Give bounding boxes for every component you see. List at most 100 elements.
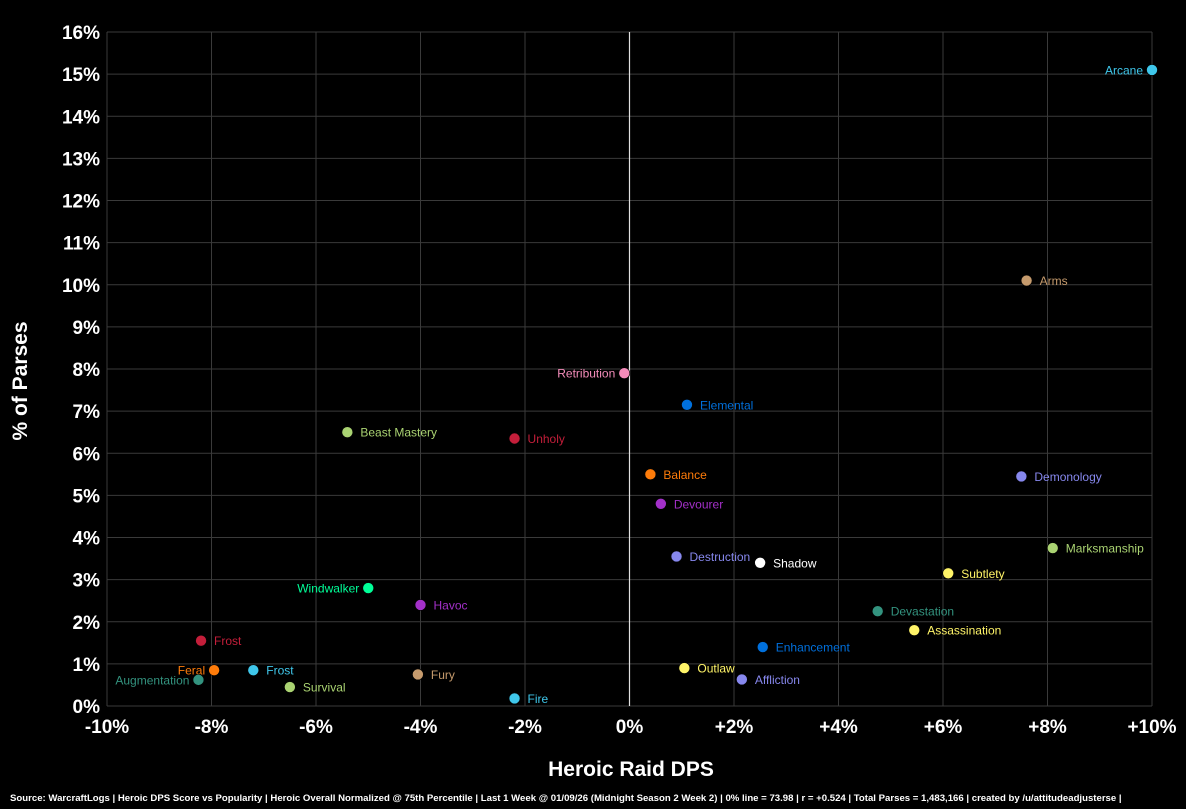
data-point-label: Affliction bbox=[755, 673, 800, 687]
data-point-group: Fire bbox=[508, 692, 549, 706]
x-axis-title: Heroic Raid DPS bbox=[548, 758, 714, 781]
y-tick-label: 5% bbox=[73, 486, 101, 507]
data-point bbox=[756, 641, 769, 653]
data-point bbox=[681, 399, 693, 411]
data-point-group: Assassination bbox=[908, 624, 1001, 638]
y-tick-label: 11% bbox=[63, 234, 100, 255]
data-point-group: Arcane bbox=[1105, 63, 1158, 77]
data-point-label: Arcane bbox=[1105, 63, 1143, 77]
x-tick-label: +4% bbox=[819, 717, 858, 738]
x-tick-label: -6% bbox=[299, 717, 333, 738]
data-point bbox=[678, 662, 691, 674]
data-point-label: Windwalker bbox=[297, 582, 359, 596]
data-point bbox=[644, 468, 657, 481]
data-point-group: Frost bbox=[195, 634, 242, 648]
data-point bbox=[736, 673, 748, 686]
data-point bbox=[412, 668, 424, 681]
data-point-group: Frost bbox=[247, 664, 294, 678]
data-point-group: Beast Mastery bbox=[341, 426, 437, 440]
x-tick-label: +10% bbox=[1127, 717, 1176, 738]
x-tick-label: +8% bbox=[1028, 717, 1067, 738]
data-point-label: Destruction bbox=[690, 550, 751, 564]
data-point bbox=[341, 426, 354, 438]
y-tick-label: 6% bbox=[73, 444, 101, 465]
data-point bbox=[284, 681, 296, 693]
data-point bbox=[1015, 470, 1028, 483]
data-point-label: Havoc bbox=[434, 598, 468, 612]
data-point bbox=[508, 432, 521, 445]
data-point bbox=[208, 664, 220, 676]
data-point bbox=[192, 674, 205, 686]
data-point-label: Fury bbox=[431, 668, 455, 682]
data-point-group: Devourer bbox=[655, 497, 723, 511]
data-point-group: Retribution bbox=[557, 367, 631, 381]
x-tick-label: +2% bbox=[715, 717, 754, 738]
x-tick-label: -4% bbox=[404, 717, 438, 738]
data-point-group: Subtlety bbox=[942, 567, 1005, 581]
x-tick-label: +6% bbox=[924, 717, 963, 738]
data-point-label: Balance bbox=[663, 468, 707, 482]
data-point bbox=[247, 664, 260, 676]
data-point-label: Survival bbox=[303, 681, 346, 695]
y-axis-ticks: 0% 1% 2% 3% 4% 5% 6% 7% 8% 9% 10% 11% 12% 13% 14% 15% 16… bbox=[62, 23, 100, 718]
y-tick-label: 15% bbox=[62, 65, 100, 86]
data-point-label: Frost bbox=[266, 664, 294, 678]
y-tick-label: 14% bbox=[62, 107, 100, 128]
data-point bbox=[754, 556, 766, 569]
data-point-group: Enhancement bbox=[756, 641, 851, 655]
data-point-label: Devastation bbox=[891, 605, 954, 619]
data-point-group: Fury bbox=[412, 668, 455, 682]
data-point-label: Devourer bbox=[674, 497, 723, 511]
y-tick-label: 12% bbox=[62, 192, 100, 213]
data-point bbox=[655, 497, 667, 510]
data-point-label: Arms bbox=[1040, 274, 1068, 288]
data-point-label: Beast Mastery bbox=[360, 426, 437, 440]
data-point-label: Demonology bbox=[1034, 470, 1101, 484]
y-tick-label: 7% bbox=[73, 402, 101, 423]
data-point-label: Shadow bbox=[773, 556, 817, 570]
x-tick-label: -8% bbox=[195, 717, 229, 738]
data-point-group: Shadow bbox=[754, 556, 817, 570]
data-point-group: Augmentation bbox=[115, 673, 205, 687]
data-point bbox=[414, 599, 427, 611]
data-point-label: Retribution bbox=[557, 367, 615, 381]
data-point bbox=[508, 692, 521, 705]
data-point-label: Marksmanship bbox=[1066, 542, 1144, 556]
y-tick-label: 9% bbox=[73, 318, 101, 339]
data-point bbox=[1046, 542, 1059, 554]
x-tick-label: -10% bbox=[85, 717, 129, 738]
data-point bbox=[942, 567, 955, 580]
y-tick-label: 4% bbox=[73, 529, 101, 550]
data-point bbox=[618, 367, 631, 380]
data-point-group: Devastation bbox=[871, 605, 954, 619]
data-point-label: Enhancement bbox=[776, 641, 851, 655]
data-point bbox=[1020, 274, 1033, 287]
data-point-label: Augmentation bbox=[115, 673, 189, 687]
y-tick-label: 0% bbox=[73, 697, 101, 718]
data-point-group: Windwalker bbox=[297, 582, 375, 596]
y-tick-label: 8% bbox=[73, 360, 101, 381]
data-point-group: Arms bbox=[1020, 274, 1068, 288]
data-point-label: Frost bbox=[214, 634, 242, 648]
data-point bbox=[908, 624, 921, 636]
data-point bbox=[871, 605, 884, 618]
y-tick-label: 2% bbox=[73, 613, 101, 634]
data-point-group: Unholy bbox=[508, 432, 565, 446]
data-point-group: Destruction bbox=[670, 550, 751, 564]
data-point bbox=[1146, 64, 1158, 76]
y-axis-title: % of Parses bbox=[9, 321, 32, 440]
x-tick-label: -2% bbox=[508, 717, 542, 738]
data-point-group: Demonology bbox=[1015, 470, 1102, 484]
data-point bbox=[195, 634, 207, 647]
data-point-label: Subtlety bbox=[961, 567, 1004, 581]
data-point-group: Balance bbox=[644, 468, 707, 482]
data-point-group: Marksmanship bbox=[1046, 542, 1144, 556]
data-point-group: Outlaw bbox=[678, 662, 735, 676]
data-point-group: Elemental bbox=[681, 398, 753, 412]
data-point-label: Fire bbox=[528, 692, 549, 706]
data-point-group: Affliction bbox=[736, 673, 800, 687]
y-tick-label: 13% bbox=[62, 149, 100, 170]
y-tick-label: 10% bbox=[62, 276, 100, 297]
data-point-label: Assassination bbox=[927, 624, 1001, 638]
